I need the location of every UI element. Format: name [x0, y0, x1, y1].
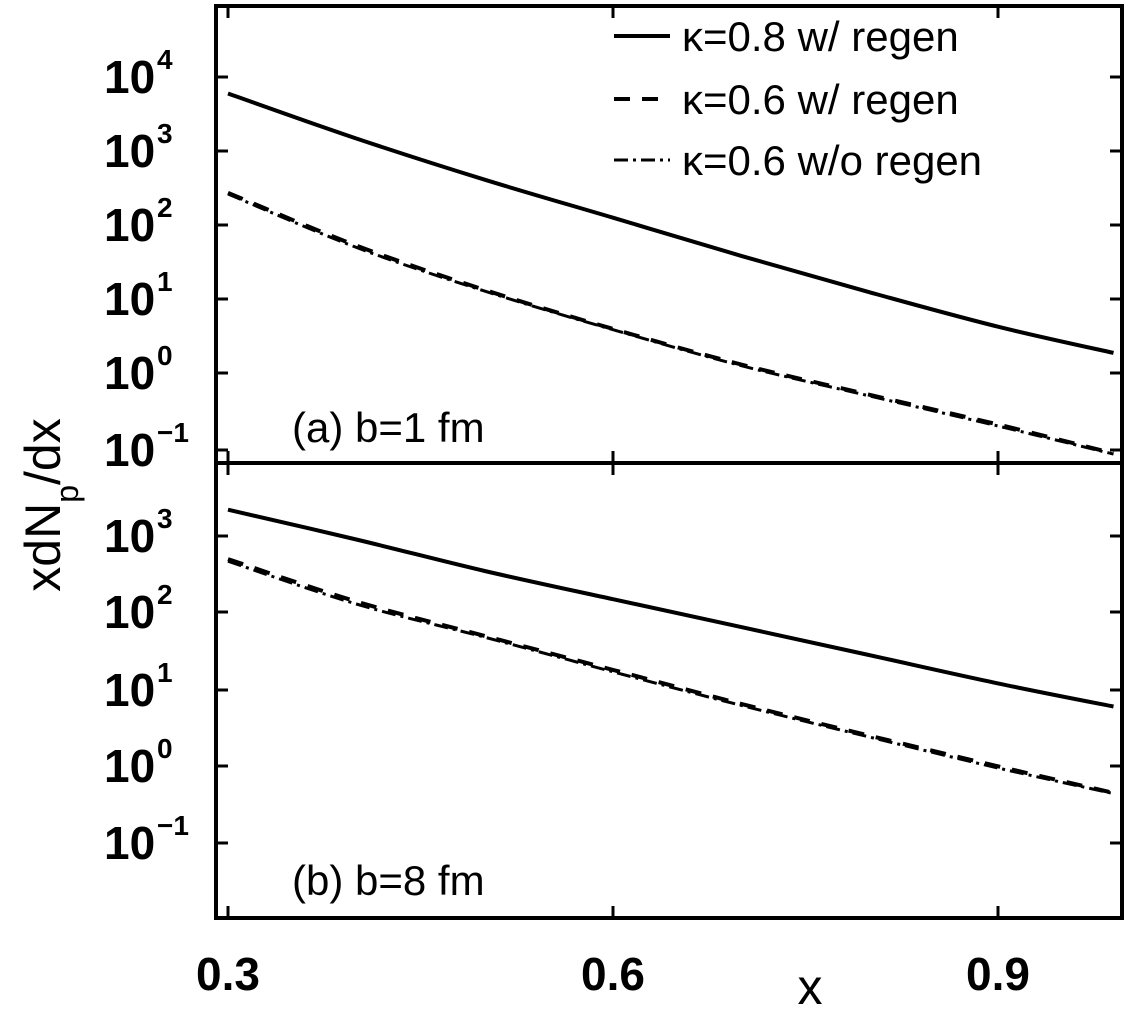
y-tick-label: 10	[104, 199, 155, 251]
y-tick-exponent: 0	[157, 733, 173, 764]
legend-label-dashdot: κ=0.6 w/o regen	[682, 137, 982, 184]
legend: κ=0.8 w/ regen κ=0.6 w/ regen κ=0.6 w/o …	[614, 13, 982, 184]
panel-a-x-ticks	[226, 6, 1000, 463]
legend-label-solid: κ=0.8 w/ regen	[682, 13, 959, 60]
y-tick-exponent: 2	[157, 192, 173, 223]
panel-a-series	[227, 91, 1114, 456]
y-axis-title-sub: p	[49, 485, 85, 503]
x-axis-title: x	[798, 959, 823, 1014]
y-tick-exponent: 3	[157, 503, 173, 534]
y-tick-label: 10	[104, 125, 155, 177]
series-line-dashed	[227, 557, 1114, 795]
y-tick-exponent: 3	[157, 118, 173, 149]
y-tick-label: 10	[104, 347, 155, 399]
y-tick-label: 10	[104, 664, 155, 716]
x-tick-label: 0.9	[966, 948, 1030, 1000]
x-tick-label: 0.3	[196, 948, 260, 1000]
y-tick-exponent: 1	[157, 657, 173, 688]
y-axis-title-tail: /dx	[15, 418, 71, 485]
y-tick-label: 10	[104, 586, 155, 638]
series-line-dashdot	[227, 559, 1114, 796]
y-tick-label: 10	[104, 424, 155, 476]
svg-text:xdNp/dx: xdNp/dx	[15, 418, 85, 591]
y-axis-title: xdNp/dx	[15, 418, 85, 591]
panel-b-frame	[214, 461, 1124, 920]
y-tick-label: 10	[104, 51, 155, 103]
panel-b-x-ticks	[226, 463, 1000, 918]
y-axis-title-main: xdN	[15, 503, 71, 592]
y-tick-exponent: 2	[157, 579, 173, 610]
y-tick-exponent: −1	[157, 810, 189, 841]
series-line-solid	[227, 507, 1114, 709]
panel-a-label: (a) b=1 fm	[292, 404, 485, 451]
series-line-dashed	[227, 190, 1114, 456]
x-tick-labels: 0.3 0.6 0.9	[196, 948, 1030, 1000]
y-tick-exponent: −1	[157, 417, 189, 448]
y-tick-exponent: 1	[157, 266, 173, 297]
y-tick-exponent: 4	[157, 44, 173, 75]
x-tick-label: 0.6	[581, 948, 645, 1000]
series-line-solid	[227, 91, 1114, 355]
y-tick-label: 10	[104, 740, 155, 792]
y-tick-exponent: 0	[157, 340, 173, 371]
y-tick-label: 10	[104, 273, 155, 325]
y-tick-label: 10	[104, 817, 155, 869]
legend-label-dashed: κ=0.6 w/ regen	[682, 76, 959, 123]
panel-b-label: (b) b=8 fm	[292, 857, 485, 904]
y-tick-label: 10	[104, 510, 155, 562]
series-line-dashdot	[227, 192, 1114, 456]
panel-b-series	[227, 507, 1114, 796]
